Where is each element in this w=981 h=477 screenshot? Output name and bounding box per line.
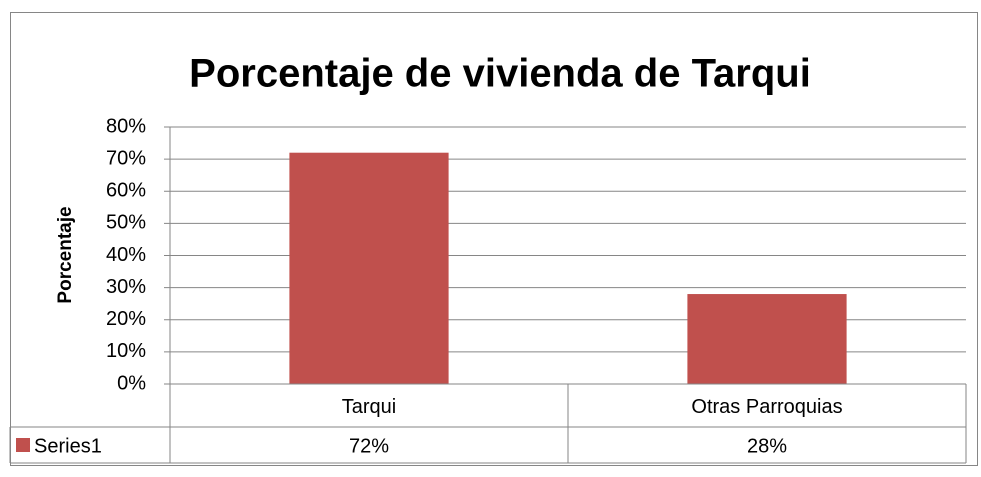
bar <box>289 152 449 384</box>
y-tick-label: 20% <box>106 308 146 330</box>
chart-border <box>10 12 978 466</box>
y-tick-label: 0% <box>117 372 146 394</box>
x-tick-label: Otras Parroquias <box>691 396 842 418</box>
x-tick-label: Tarqui <box>342 396 396 418</box>
y-tick-label: 80% <box>106 115 146 137</box>
y-tick-label: 40% <box>106 244 146 266</box>
y-tick-label: 10% <box>106 340 146 362</box>
y-tick-label: 50% <box>106 212 146 234</box>
bar <box>687 294 847 384</box>
y-axis-label: Porcentaje <box>55 206 76 303</box>
chart-title: Porcentaje de vivienda de Tarqui <box>189 52 811 96</box>
y-tick-label: 70% <box>106 147 146 169</box>
data-table-value: 72% <box>349 435 389 457</box>
data-table-value: 28% <box>747 435 787 457</box>
legend-label: Series1 <box>34 435 102 457</box>
legend-key <box>16 438 30 452</box>
y-tick-label: 30% <box>106 276 146 298</box>
y-tick-label: 60% <box>106 180 146 202</box>
